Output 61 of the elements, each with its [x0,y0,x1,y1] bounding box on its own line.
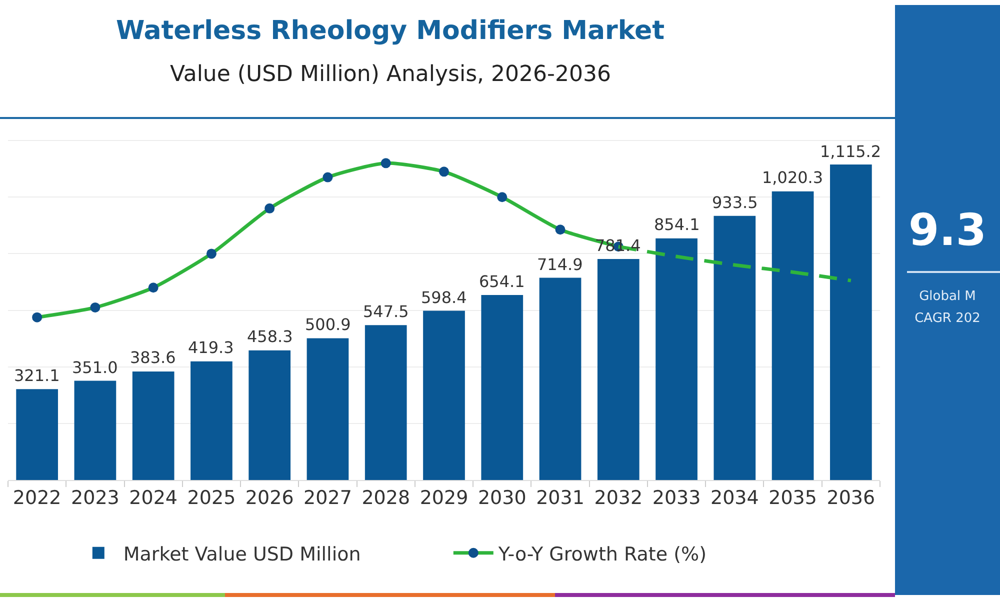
x-tick-label: 2031 [536,486,584,509]
bar [74,380,116,480]
x-tick-label: 2024 [129,486,178,509]
bar [597,258,640,480]
point [148,282,158,293]
data-label: 1,115.2 [820,142,882,161]
data-label: 854.1 [654,215,700,234]
data-label: 714.9 [537,255,583,274]
point [439,166,449,177]
bar [539,278,582,480]
legend-label: Market Value USD Million [123,543,361,566]
data-label: 458.3 [247,327,293,346]
data-label: 419.3 [188,338,234,357]
x-tick-label: 2032 [594,486,643,509]
text: 9.3 [908,204,986,258]
bar [423,310,465,480]
data-label: 351.0 [72,358,118,377]
bar [132,371,174,480]
x-tick-label: 2030 [478,486,526,509]
data-label: 654.1 [479,272,525,291]
data-label: 383.6 [130,348,176,367]
x-tick-label: 2026 [245,486,294,509]
chart-subtitle: Value (USD Million) Analysis, 2026-2036 [170,62,611,87]
point [264,203,275,214]
data-label: 933.5 [712,193,758,212]
point [555,224,566,235]
bar [772,191,814,480]
text: Global M [919,288,976,306]
bar [364,325,407,480]
data-label: 598.4 [421,288,467,307]
point [322,172,333,182]
x-tick-label: 2022 [12,486,62,509]
text: CAGR 202 [914,310,980,328]
x-tick-label: 2036 [826,486,876,509]
x-tick-label: 2027 [304,486,352,509]
data-label: 547.5 [363,302,409,321]
legend-label: Y-o-Y Growth Rate (%) [497,543,706,566]
bar [306,338,349,480]
bar [190,361,232,480]
x-tick-label: 2023 [71,486,120,509]
bar [481,294,524,480]
point [90,302,100,312]
x-tick-label: 2029 [420,486,468,509]
bar [16,389,58,480]
x-tick-label: 2033 [652,486,701,509]
data-label: 1,020.3 [762,168,824,187]
chart-title: Waterless Rheology Modifiers Market [116,16,665,46]
x-tick-label: 2028 [362,486,410,509]
bar [656,238,698,480]
data-label: 321.1 [14,366,60,385]
x-tick-label: 2035 [768,486,817,509]
point [380,158,391,168]
point [497,192,508,202]
point [32,312,42,322]
data-label: 500.9 [305,315,351,334]
x-tick-label: 2034 [710,486,759,509]
bar [248,350,291,480]
x-tick-label: 2025 [187,486,236,509]
point [206,248,216,259]
bar [714,216,756,480]
bar [830,164,872,480]
